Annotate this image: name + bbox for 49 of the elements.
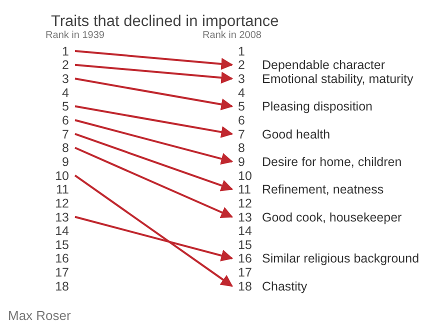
text: Emotional stability, maturity: [262, 72, 414, 86]
y2-tick-label: 13: [238, 210, 252, 224]
text: Chastity: [262, 279, 308, 294]
y2-tick-label: 1: [238, 44, 245, 58]
y-tick-label: 2: [62, 58, 70, 72]
y-tick-label: 5: [62, 100, 70, 114]
y-tick-label: 9: [62, 154, 70, 169]
y-tick-label: 10: [55, 168, 70, 183]
y-tick-label: 8: [62, 141, 70, 156]
y2-tick-label: 12: [238, 196, 252, 210]
y2-tick-label: 3: [238, 72, 245, 86]
chart-title: Traits that declined in importance: [51, 13, 279, 30]
y-tick-label: 13: [55, 210, 70, 224]
x-tick-label: Rank in 1939: [46, 30, 105, 41]
y2-tick-label: 9: [238, 154, 245, 169]
y-tick-label: 18: [55, 279, 70, 294]
y-tick-label: 3: [62, 72, 70, 86]
y2-tick-label: 2: [238, 58, 245, 72]
y-tick-label: 1: [62, 44, 70, 58]
y2-tick-label: 5: [238, 100, 245, 114]
y-tick-label: 7: [62, 127, 70, 142]
text: Desire for home, children: [262, 154, 402, 169]
y2-tick-label: 8: [238, 141, 245, 156]
text: Good cook, housekeeper: [262, 210, 402, 224]
y-tick-label: 14: [55, 224, 70, 238]
y-tick-label: 11: [56, 182, 70, 197]
y-tick-label: 16: [55, 252, 70, 266]
y-tick-label: 12: [55, 196, 70, 210]
y2-tick-label: 14: [238, 224, 252, 238]
y2-tick-label: 17: [238, 266, 252, 280]
y-tick-label: 17: [55, 266, 70, 280]
y2-tick-label: 4: [238, 86, 245, 100]
text: Pleasing disposition: [262, 100, 373, 114]
text: Max Roser: [8, 308, 72, 323]
y2-tick-label: 18: [238, 279, 252, 294]
x-tick-label: Rank in 2008: [202, 30, 262, 41]
y-tick-label: 15: [55, 238, 70, 252]
y2-tick-label: 10: [238, 168, 252, 183]
text: Similar religious background: [262, 252, 420, 266]
y2-tick-label: 16: [238, 252, 252, 266]
y-tick-label: 6: [62, 113, 70, 128]
text: Dependable character: [262, 58, 385, 72]
text: Refinement, neatness: [262, 182, 384, 197]
text: Good health: [262, 127, 330, 142]
y2-tick-label: 15: [238, 238, 252, 252]
y-tick-label: 4: [62, 86, 70, 100]
y2-tick-label: 11: [238, 182, 252, 197]
y2-tick-label: 7: [238, 127, 245, 142]
y2-tick-label: 6: [238, 113, 245, 128]
